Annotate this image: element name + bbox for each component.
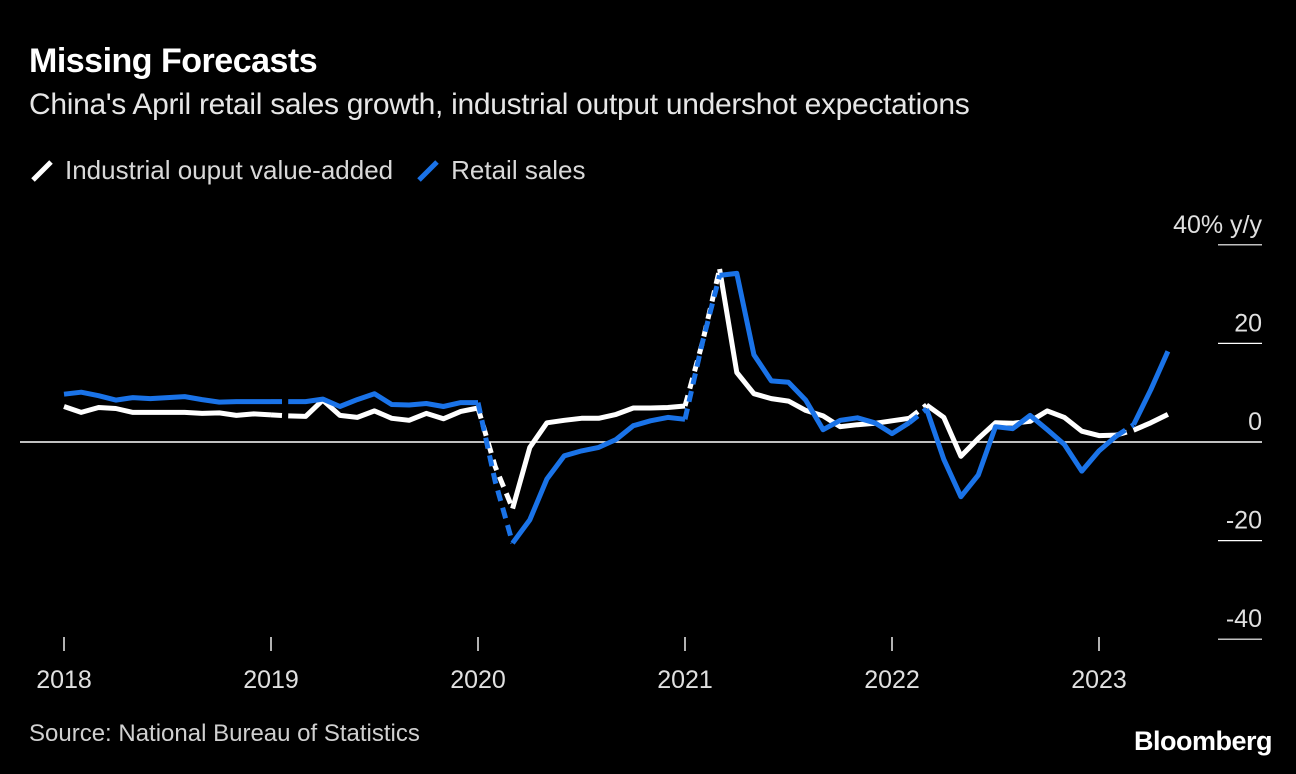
series-line (288, 391, 478, 409)
series-line (925, 402, 1117, 459)
legend-label-retail: Retail sales (451, 155, 586, 185)
legend-label-industrial: Industrial ouput value-added (65, 155, 394, 185)
legend-item-retail: Retail sales (415, 155, 586, 186)
series-1 (63, 270, 1171, 545)
legend-swatch-industrial-icon (31, 159, 53, 182)
x-tick-label: 2020 (450, 666, 506, 694)
series-layer (63, 268, 1171, 545)
series-line (63, 404, 272, 418)
series-line (288, 397, 479, 423)
series-line (1132, 412, 1170, 433)
brand-logo: Bloomberg (1133, 726, 1273, 756)
series-line (924, 408, 1118, 500)
chart-subtitle: China's April retail sales growth, indus… (29, 88, 970, 121)
series-0 (63, 268, 1170, 510)
x-tick-label: 2022 (864, 666, 920, 694)
y-tick-label: -20 (1226, 507, 1262, 535)
series-line-dashed (907, 403, 929, 421)
y-tick-label: -40 (1226, 605, 1262, 633)
series-line-dashed (270, 412, 289, 419)
chart-title: Missing Forecasts (29, 42, 318, 80)
series-line-dashed (475, 402, 516, 544)
series-line (510, 414, 686, 545)
x-axis: 2018 2019 2020 2021 2022 2023 (36, 637, 1127, 694)
series-line (717, 268, 910, 430)
x-tick-label: 2018 (36, 666, 92, 694)
y-axis: 40% y/y 20 0 -20 -40 (20, 211, 1262, 640)
series-line (510, 403, 686, 510)
series-line-dashed (907, 407, 929, 425)
y-unit-label: 40% y/y (1173, 211, 1262, 239)
series-line (63, 389, 271, 405)
series-line (1131, 350, 1171, 426)
legend-swatch-retail-icon (417, 159, 439, 182)
y-tick-label: 20 (1234, 309, 1262, 337)
legend: Industrial ouput value-added Retail sale… (29, 155, 608, 186)
x-tick-label: 2021 (657, 666, 713, 694)
series-line-dashed (682, 274, 723, 420)
x-tick-label: 2019 (243, 666, 299, 694)
source-note: Source: National Bureau of Statistics (29, 720, 420, 747)
series-line (719, 270, 911, 437)
x-tick-label: 2023 (1071, 666, 1127, 694)
series-line-dashed (1114, 422, 1135, 439)
legend-item-industrial: Industrial ouput value-added (29, 155, 393, 186)
y-tick-label: 0 (1248, 408, 1262, 436)
